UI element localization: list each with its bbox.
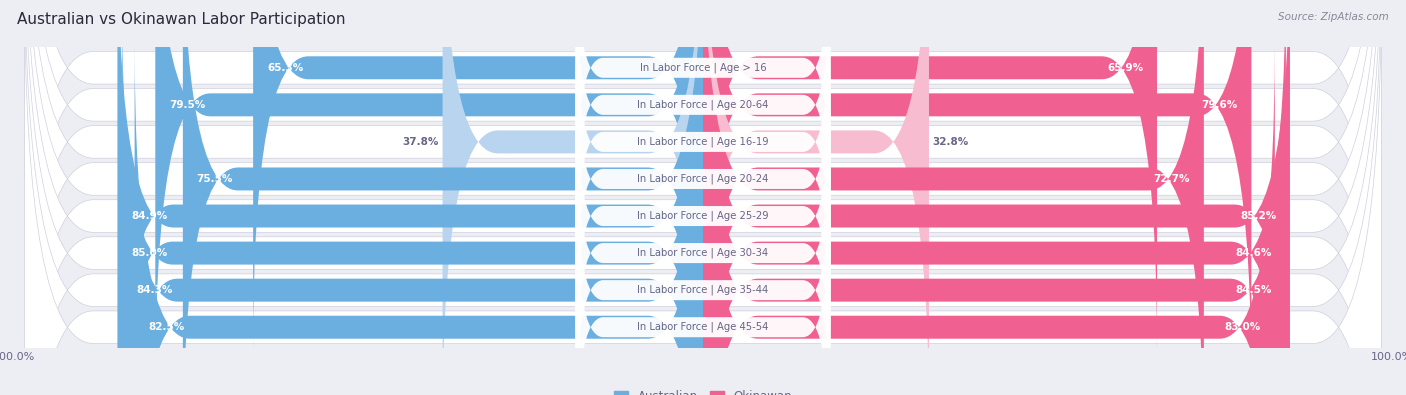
Text: 37.8%: 37.8% [402, 137, 439, 147]
FancyBboxPatch shape [24, 0, 1382, 395]
FancyBboxPatch shape [703, 0, 1286, 395]
Text: In Labor Force | Age > 16: In Labor Force | Age > 16 [640, 62, 766, 73]
FancyBboxPatch shape [575, 0, 831, 243]
FancyBboxPatch shape [703, 42, 1275, 395]
FancyBboxPatch shape [122, 5, 703, 395]
FancyBboxPatch shape [575, 4, 831, 280]
FancyBboxPatch shape [575, 152, 831, 395]
Text: Australian vs Okinawan Labor Participation: Australian vs Okinawan Labor Participati… [17, 12, 346, 27]
FancyBboxPatch shape [703, 0, 1251, 390]
Legend: Australian, Okinawan: Australian, Okinawan [609, 385, 797, 395]
Text: In Labor Force | Age 20-64: In Labor Force | Age 20-64 [637, 100, 769, 110]
FancyBboxPatch shape [135, 42, 703, 395]
Text: Source: ZipAtlas.com: Source: ZipAtlas.com [1278, 12, 1389, 22]
Text: 65.3%: 65.3% [267, 63, 304, 73]
Text: 82.5%: 82.5% [149, 322, 184, 332]
Text: In Labor Force | Age 35-44: In Labor Force | Age 35-44 [637, 285, 769, 295]
Text: 72.7%: 72.7% [1153, 174, 1189, 184]
Text: 84.9%: 84.9% [132, 211, 169, 221]
Text: In Labor Force | Age 45-54: In Labor Force | Age 45-54 [637, 322, 769, 333]
FancyBboxPatch shape [24, 0, 1382, 395]
FancyBboxPatch shape [575, 0, 831, 206]
FancyBboxPatch shape [703, 0, 1157, 353]
FancyBboxPatch shape [183, 0, 703, 395]
Text: 84.6%: 84.6% [1236, 248, 1272, 258]
Text: 84.5%: 84.5% [1234, 285, 1271, 295]
Text: 65.9%: 65.9% [1107, 63, 1143, 73]
FancyBboxPatch shape [703, 0, 1204, 395]
FancyBboxPatch shape [24, 0, 1382, 395]
FancyBboxPatch shape [155, 0, 703, 390]
Text: 75.5%: 75.5% [197, 174, 233, 184]
Text: 79.5%: 79.5% [169, 100, 205, 110]
FancyBboxPatch shape [118, 0, 703, 395]
FancyBboxPatch shape [575, 189, 831, 395]
Text: In Labor Force | Age 16-19: In Labor Force | Age 16-19 [637, 137, 769, 147]
Text: 85.0%: 85.0% [131, 248, 167, 258]
Text: In Labor Force | Age 25-29: In Labor Force | Age 25-29 [637, 211, 769, 221]
FancyBboxPatch shape [443, 0, 703, 395]
FancyBboxPatch shape [24, 0, 1382, 395]
FancyBboxPatch shape [118, 0, 703, 395]
Text: In Labor Force | Age 20-24: In Labor Force | Age 20-24 [637, 174, 769, 184]
Text: 84.3%: 84.3% [136, 285, 173, 295]
Text: 83.0%: 83.0% [1225, 322, 1261, 332]
FancyBboxPatch shape [575, 115, 831, 391]
FancyBboxPatch shape [24, 0, 1382, 395]
Text: In Labor Force | Age 30-34: In Labor Force | Age 30-34 [637, 248, 769, 258]
FancyBboxPatch shape [703, 0, 929, 395]
FancyBboxPatch shape [24, 0, 1382, 395]
FancyBboxPatch shape [575, 41, 831, 317]
Text: 85.2%: 85.2% [1240, 211, 1277, 221]
Text: 32.8%: 32.8% [932, 137, 969, 147]
Text: 79.6%: 79.6% [1201, 100, 1237, 110]
FancyBboxPatch shape [24, 0, 1382, 395]
FancyBboxPatch shape [253, 0, 703, 353]
FancyBboxPatch shape [575, 78, 831, 354]
FancyBboxPatch shape [703, 0, 1289, 395]
FancyBboxPatch shape [703, 5, 1285, 395]
FancyBboxPatch shape [24, 0, 1382, 395]
